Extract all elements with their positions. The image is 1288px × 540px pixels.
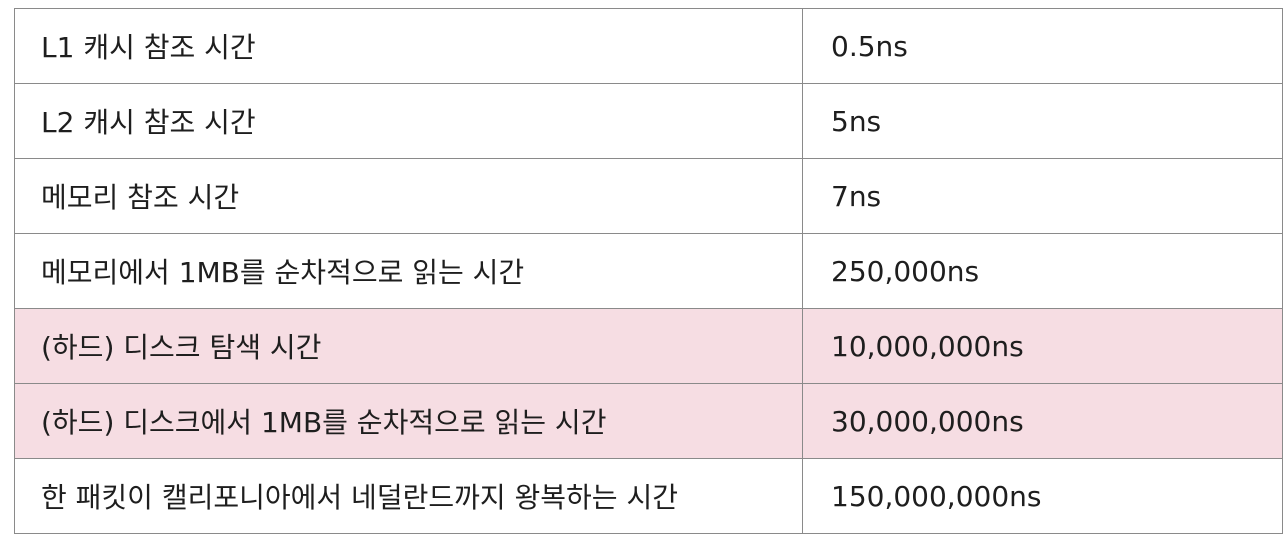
latency-value: 250,000ns bbox=[802, 233, 1283, 309]
operation-label: (하드) 디스크에서 1MB를 순차적으로 읽는 시간 bbox=[14, 383, 803, 459]
latency-table-container: L1 캐시 참조 시간 0.5ns L2 캐시 참조 시간 5ns 메모리 참조… bbox=[14, 8, 1283, 534]
latency-value: 5ns bbox=[802, 83, 1283, 159]
latency-value: 150,000,000ns bbox=[802, 458, 1283, 534]
operation-label: L2 캐시 참조 시간 bbox=[14, 83, 803, 159]
latency-value: 7ns bbox=[802, 158, 1283, 234]
table-row: 한 패킷이 캘리포니아에서 네덜란드까지 왕복하는 시간 150,000,000… bbox=[14, 458, 1283, 534]
table-row-highlighted: (하드) 디스크에서 1MB를 순차적으로 읽는 시간 30,000,000ns bbox=[14, 383, 1283, 459]
latency-table: L1 캐시 참조 시간 0.5ns L2 캐시 참조 시간 5ns 메모리 참조… bbox=[14, 8, 1283, 534]
operation-label: 메모리 참조 시간 bbox=[14, 158, 803, 234]
table-row: L2 캐시 참조 시간 5ns bbox=[14, 83, 1283, 159]
latency-value: 0.5ns bbox=[802, 8, 1283, 84]
operation-label: L1 캐시 참조 시간 bbox=[14, 8, 803, 84]
latency-value: 10,000,000ns bbox=[802, 308, 1283, 384]
operation-label: 메모리에서 1MB를 순차적으로 읽는 시간 bbox=[14, 233, 803, 309]
latency-value: 30,000,000ns bbox=[802, 383, 1283, 459]
table-row: L1 캐시 참조 시간 0.5ns bbox=[14, 8, 1283, 84]
operation-label: 한 패킷이 캘리포니아에서 네덜란드까지 왕복하는 시간 bbox=[14, 458, 803, 534]
operation-label: (하드) 디스크 탐색 시간 bbox=[14, 308, 803, 384]
table-row: 메모리 참조 시간 7ns bbox=[14, 158, 1283, 234]
table-row: 메모리에서 1MB를 순차적으로 읽는 시간 250,000ns bbox=[14, 233, 1283, 309]
table-row-highlighted: (하드) 디스크 탐색 시간 10,000,000ns bbox=[14, 308, 1283, 384]
